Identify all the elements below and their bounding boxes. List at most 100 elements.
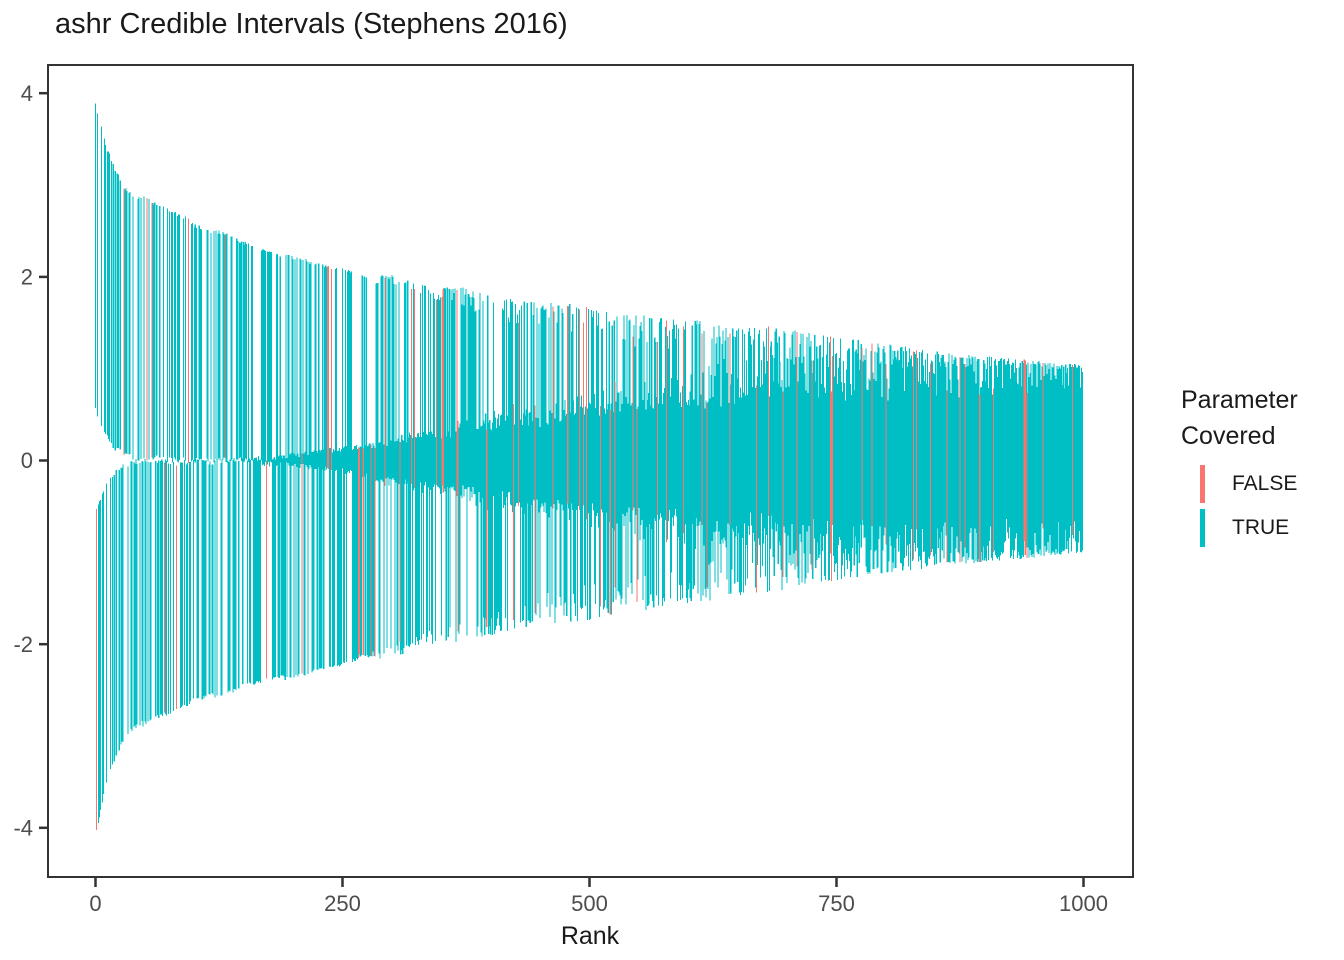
credible-interval-bar <box>309 263 311 465</box>
credible-interval-bar <box>814 335 816 539</box>
credible-interval-bar <box>1056 365 1058 555</box>
credible-interval-bar <box>771 355 773 529</box>
credible-interval-bar <box>729 333 731 526</box>
credible-interval-bar <box>831 391 833 581</box>
credible-interval-bar <box>533 302 535 501</box>
credible-interval-bar <box>838 357 841 537</box>
credible-interval-bar <box>744 333 746 524</box>
credible-interval-bar <box>879 363 881 527</box>
credible-interval-bar <box>996 376 999 560</box>
credible-interval-bar <box>403 440 405 648</box>
credible-interval-bar <box>338 450 340 666</box>
credible-interval-bar <box>654 337 656 519</box>
y-axis <box>39 91 48 830</box>
credible-interval-bar <box>741 397 743 593</box>
credible-interval-bar <box>211 464 213 694</box>
credible-interval-bar <box>499 425 501 626</box>
credible-interval-bar <box>1062 385 1064 551</box>
credible-interval-bar <box>520 305 522 508</box>
credible-interval-bar <box>537 418 539 604</box>
credible-interval-bar <box>882 348 884 551</box>
credible-interval-bar <box>680 406 682 586</box>
credible-interval-bar <box>659 322 661 520</box>
credible-interval-bar <box>807 393 809 573</box>
credible-interval-bar <box>186 463 188 707</box>
credible-interval-bar <box>630 405 632 583</box>
credible-interval-bar <box>481 425 483 637</box>
credible-interval-bar <box>355 444 357 659</box>
credible-interval-bar <box>839 338 841 541</box>
credible-interval-bar <box>391 274 393 480</box>
credible-interval-bar <box>689 391 691 599</box>
legend-key-false-icon <box>1200 465 1205 503</box>
credible-interval-bar <box>203 460 205 699</box>
credible-interval-bar <box>723 359 725 538</box>
credible-interval-bar <box>1002 359 1005 553</box>
credible-interval-bar <box>131 461 133 731</box>
credible-interval-bar <box>832 337 835 556</box>
credible-interval-bar <box>444 288 446 492</box>
credible-interval-bar <box>240 242 242 457</box>
credible-interval-bar <box>939 366 941 563</box>
credible-interval-bar <box>875 381 877 551</box>
credible-interval-bar <box>1043 376 1045 557</box>
credible-interval-bar <box>174 212 177 460</box>
credible-interval-bar <box>228 462 230 691</box>
credible-interval-bar <box>667 336 669 540</box>
credible-interval-bar <box>344 269 347 475</box>
credible-interval-bar <box>121 467 123 742</box>
credible-interval-bar <box>334 450 336 666</box>
credible-interval-bar <box>993 388 995 552</box>
credible-interval-bar <box>780 387 782 570</box>
credible-interval-bar <box>1023 359 1025 542</box>
credible-interval-bar <box>909 348 911 544</box>
credible-interval-bar <box>750 344 753 526</box>
credible-interval-bar <box>818 397 820 558</box>
credible-interval-bar <box>428 431 430 631</box>
credible-interval-bar <box>846 350 848 570</box>
credible-interval-bar <box>890 345 892 546</box>
credible-interval-bar <box>206 230 208 459</box>
credible-interval-bar <box>1044 363 1046 546</box>
credible-interval-bar <box>661 318 663 518</box>
credible-interval-bar <box>883 345 885 536</box>
credible-interval-bar <box>153 204 155 459</box>
credible-interval-bar <box>303 453 305 675</box>
credible-interval-bar <box>300 259 302 465</box>
credible-interval-bar <box>585 406 587 606</box>
credible-interval-bar <box>202 460 204 696</box>
credible-interval-bar <box>1025 364 1027 548</box>
credible-interval-bar <box>527 425 529 621</box>
credible-interval-bar <box>754 388 757 588</box>
credible-interval-bar <box>867 390 869 575</box>
credible-interval-bar <box>613 320 615 531</box>
credible-interval-bar <box>591 316 594 504</box>
credible-interval-bar <box>189 462 191 701</box>
credible-interval-bar <box>108 153 110 442</box>
credible-interval-bar <box>835 353 838 563</box>
credible-interval-bar <box>926 353 928 566</box>
credible-interval-bar <box>435 300 437 486</box>
credible-interval-bar <box>605 312 607 513</box>
credible-interval-bar <box>366 446 368 656</box>
credible-interval-bar <box>1028 376 1030 558</box>
credible-interval-bar <box>397 438 399 651</box>
credible-interval-bar <box>312 452 314 672</box>
credible-interval-bar <box>710 374 712 563</box>
credible-interval-bar <box>250 460 252 684</box>
credible-interval-bar <box>1012 363 1014 560</box>
credible-interval-bar <box>796 331 798 567</box>
credible-interval-bar <box>904 391 906 558</box>
credible-interval-bar <box>641 330 643 520</box>
credible-interval-bar <box>795 357 797 551</box>
credible-interval-bar <box>686 405 688 603</box>
credible-interval-bar <box>910 358 912 570</box>
credible-interval-bar <box>919 383 922 561</box>
credible-interval-bar <box>995 359 997 555</box>
credible-interval-bar <box>757 333 759 539</box>
credible-interval-bar <box>225 233 227 462</box>
credible-interval-bar <box>365 277 367 474</box>
credible-interval-bar <box>943 363 945 559</box>
credible-interval-bar <box>988 387 990 561</box>
